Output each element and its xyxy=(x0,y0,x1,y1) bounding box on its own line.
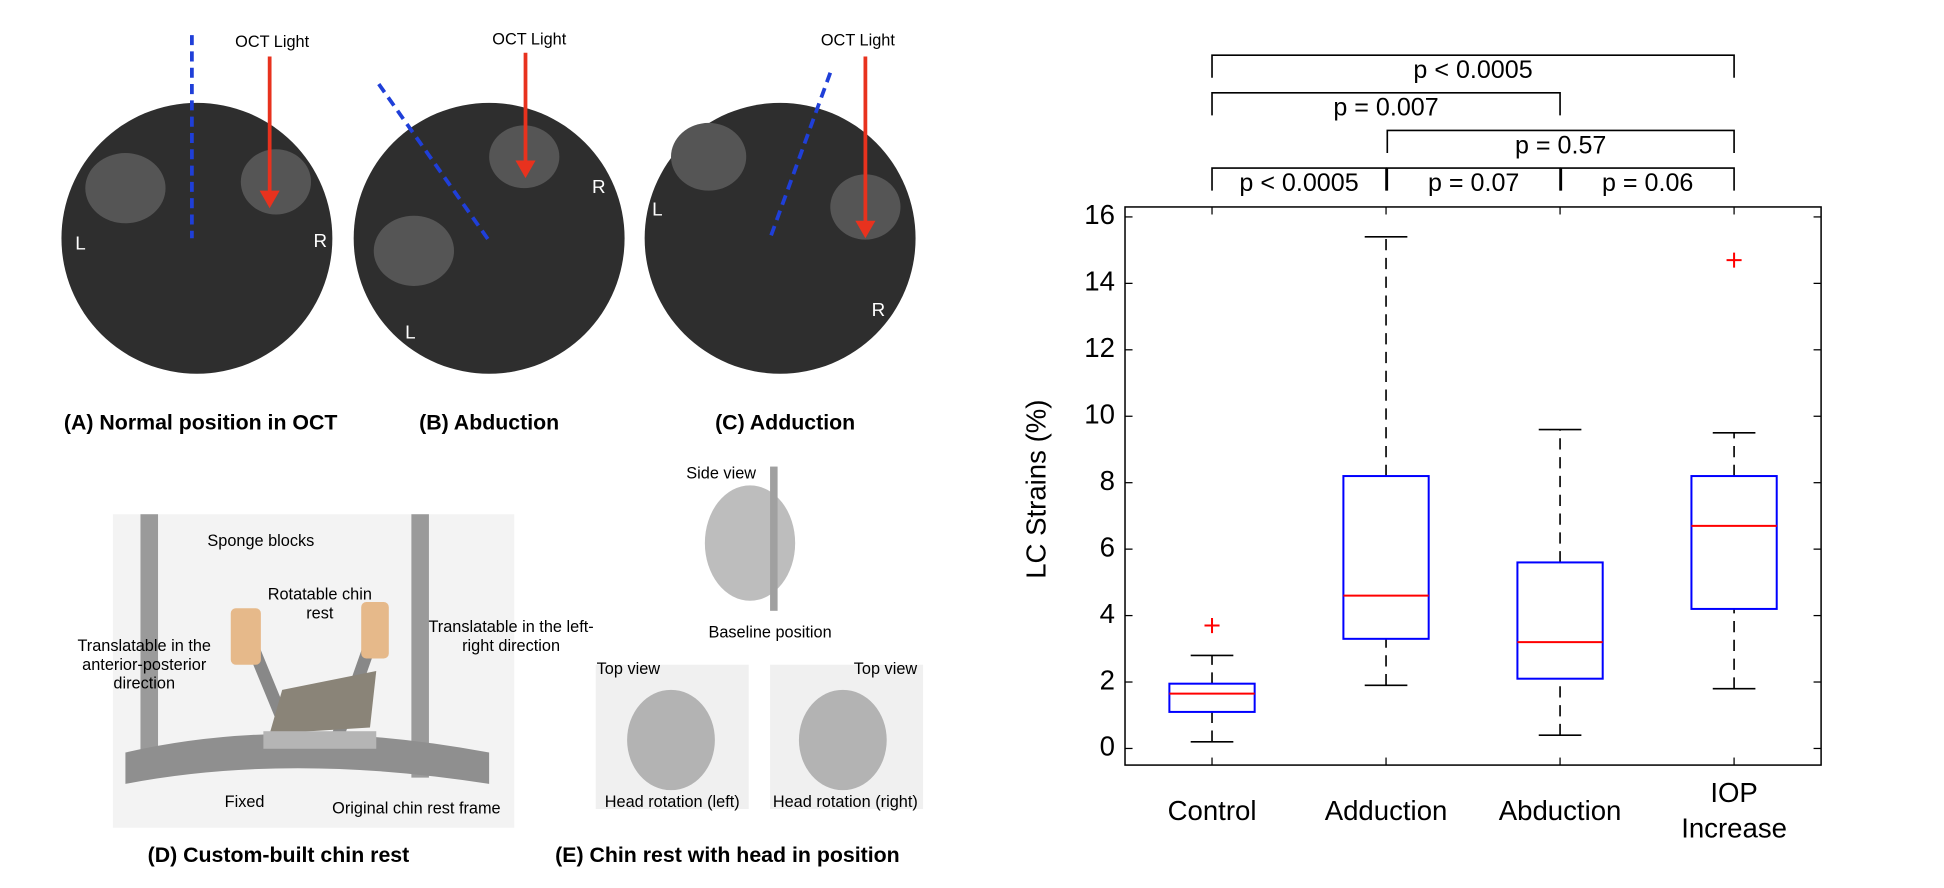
y-tick-label: 2 xyxy=(1100,664,1115,695)
y-tick-label: 10 xyxy=(1084,399,1115,430)
p-value: p = 0.57 xyxy=(1515,131,1606,159)
p-value: p < 0.0005 xyxy=(1239,169,1358,197)
eye xyxy=(670,122,747,191)
bracket xyxy=(1211,92,1561,116)
label: R xyxy=(314,230,328,251)
sponge xyxy=(361,602,389,659)
head-side xyxy=(704,485,796,601)
label: Head rotation (left) xyxy=(605,793,740,811)
box xyxy=(1516,561,1604,680)
label: Sponge blocks xyxy=(207,532,314,550)
label: L xyxy=(75,233,85,254)
y-tick-label: 16 xyxy=(1084,199,1115,230)
head-top xyxy=(798,689,887,791)
arrow-head xyxy=(259,190,280,209)
label: Top view xyxy=(854,660,918,678)
p-value: p = 0.06 xyxy=(1602,169,1693,197)
label: Top view xyxy=(597,660,661,678)
axis-line xyxy=(768,72,833,239)
bracket xyxy=(1386,129,1735,154)
mri-image xyxy=(61,102,333,374)
panel-b: OCT Light L R (B) Abduction xyxy=(353,30,625,435)
label: R xyxy=(872,299,886,320)
panel-a: OCT Light L R (A) Normal position in OCT xyxy=(61,33,337,435)
p-value: p = 0.007 xyxy=(1333,94,1438,122)
plot-frame xyxy=(1124,206,1822,766)
label-box: Translatable in the left-right direction xyxy=(428,617,594,655)
caption: (D) Custom-built chin rest xyxy=(148,843,410,867)
label: Head rotation (right) xyxy=(773,793,918,811)
chin-rest xyxy=(269,671,377,734)
box xyxy=(1690,475,1778,610)
head-top xyxy=(627,689,715,791)
y-tick-label: 12 xyxy=(1084,332,1115,363)
label: OCT Light xyxy=(821,32,895,50)
label: L xyxy=(405,322,415,343)
label: Translatable in the left-right direction xyxy=(428,617,594,655)
label: OCT Light xyxy=(235,33,309,51)
label: R xyxy=(592,176,606,197)
post xyxy=(770,466,778,611)
label: Fixed xyxy=(225,793,265,811)
box xyxy=(1342,475,1430,640)
y-tick-label: 8 xyxy=(1100,465,1115,496)
post xyxy=(140,514,159,778)
label: Baseline position xyxy=(708,624,831,642)
bracket xyxy=(1211,167,1387,191)
eye xyxy=(240,149,312,215)
label: Translatable in the anterior-posterior d… xyxy=(77,635,211,693)
x-tick-label: Adduction xyxy=(1325,795,1448,826)
y-tick-label: 4 xyxy=(1100,598,1115,629)
caption: (B) Abduction xyxy=(419,411,559,435)
x-tick-label: IOP Increase xyxy=(1681,777,1787,843)
label: Rotatable chin rest xyxy=(267,584,372,623)
label-box: Rotatable chin rest xyxy=(267,584,372,623)
panel-e: Side view Baseline position Top view Top… xyxy=(555,464,924,867)
eye xyxy=(85,153,166,224)
arrow-head xyxy=(515,160,536,179)
x-tick-label: Control xyxy=(1168,795,1257,826)
arrow-head xyxy=(855,220,876,239)
y-axis-label: LC Strains (%) xyxy=(1021,399,1052,578)
x-tick-label: Abduction xyxy=(1499,795,1622,826)
label: Side view xyxy=(686,464,756,482)
p-value: p = 0.07 xyxy=(1428,169,1519,197)
caption: (E) Chin rest with head in position xyxy=(555,843,900,867)
outlier xyxy=(1726,252,1742,268)
eye xyxy=(373,215,455,286)
label: L xyxy=(652,199,662,220)
bracket xyxy=(1386,167,1561,191)
slider xyxy=(263,731,377,749)
sponge xyxy=(230,608,261,665)
caption: (A) Normal position in OCT xyxy=(64,411,338,435)
label-box: Translatable in the anterior-posterior d… xyxy=(77,635,211,693)
y-tick-label: 14 xyxy=(1084,266,1115,297)
outlier xyxy=(1204,618,1220,634)
label: Original chin rest frame xyxy=(332,799,500,817)
box xyxy=(1168,682,1256,713)
bracket xyxy=(1560,167,1735,191)
p-value: p < 0.0005 xyxy=(1413,56,1532,84)
y-tick-label: 0 xyxy=(1100,731,1115,762)
bracket xyxy=(1211,54,1735,78)
mri-image xyxy=(353,102,625,374)
y-tick-label: 6 xyxy=(1100,531,1115,562)
post xyxy=(411,514,429,778)
label: OCT Light xyxy=(492,30,566,48)
panel-c: OCT Light L R (C) Adduction xyxy=(644,32,916,435)
frame xyxy=(125,733,490,784)
caption: (C) Adduction xyxy=(715,411,855,435)
panel-d: Sponge blocks Rotatable chin rest Transl… xyxy=(77,514,594,867)
